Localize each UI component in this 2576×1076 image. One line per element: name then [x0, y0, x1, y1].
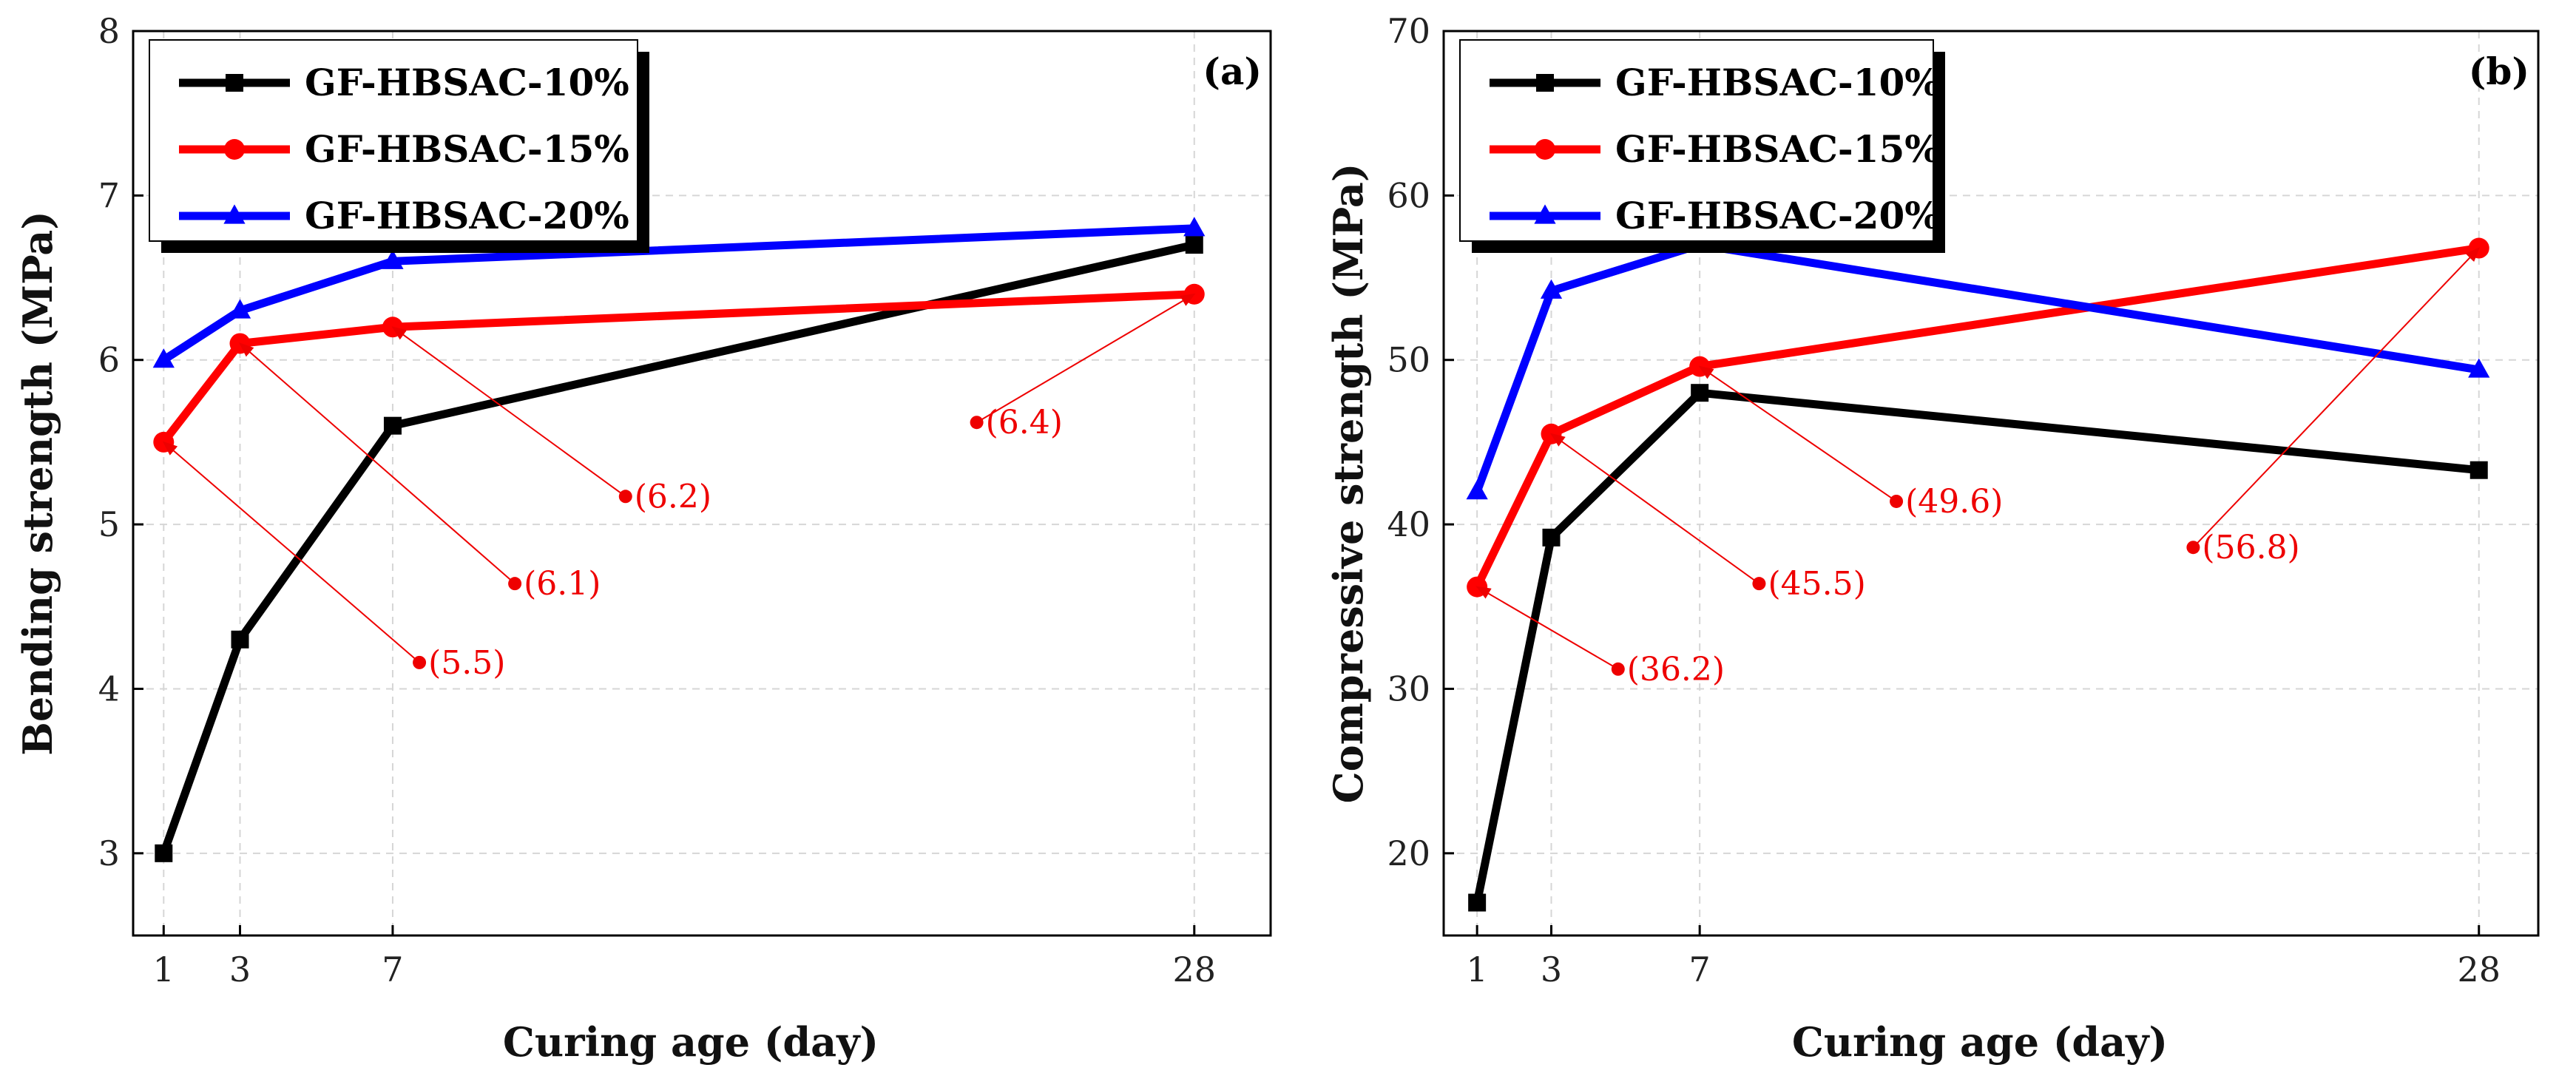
panel-label: (a) [1203, 50, 1262, 93]
data-point-a-s1-1 [155, 844, 173, 862]
y-tick-label: 70 [1387, 11, 1430, 51]
y-tick-label: 4 [98, 669, 120, 708]
y-tick-label: 40 [1387, 504, 1430, 544]
annotation-label: (5.5) [428, 644, 505, 682]
annotation-arrow [976, 293, 1196, 424]
annotation-arrow [1549, 433, 1760, 584]
annotation-dot [1752, 577, 1766, 591]
data-point-b-s3-2 [1540, 279, 1563, 299]
x-tick-label: 28 [1173, 950, 1217, 989]
y-tick-label: 50 [1387, 340, 1430, 380]
data-point-a-s1-4 [1185, 236, 1203, 254]
x-tick-label: 3 [229, 950, 251, 989]
annotation-label: (45.5) [1768, 565, 1865, 603]
annotation-dot [1611, 662, 1625, 676]
y-tick-label: 6 [98, 340, 120, 380]
annotation-dot [413, 655, 427, 669]
data-point-b-s1-4 [2469, 461, 2488, 479]
annotation-arrow [1698, 365, 1897, 502]
annotation-dot [970, 416, 984, 430]
data-point-b-s1-1 [1468, 893, 1487, 912]
legend-swatch-marker [1535, 139, 1555, 160]
y-tick-label: 8 [98, 11, 120, 51]
legend-swatch-marker [226, 74, 243, 92]
x-tick-label: 1 [153, 950, 175, 989]
legend-item-2: GF-HBSAC-15% [305, 127, 629, 171]
y-axis-label: Bending strength (MPa) [14, 211, 61, 756]
series-line-3 [161, 224, 1195, 364]
y-tick-label: 3 [98, 833, 120, 873]
series-line-1 [160, 240, 1195, 855]
annotation-label: (56.8) [2202, 529, 2299, 566]
annotation-arrow [239, 342, 515, 584]
y-tick-label: 60 [1387, 175, 1430, 215]
annotation-dot [508, 577, 522, 591]
legend-item-2: GF-HBSAC-15% [1615, 127, 1940, 171]
data-point-b-s3-1 [1466, 479, 1488, 500]
data-point-a-s3-1 [152, 348, 175, 368]
plot-frame [132, 30, 1272, 937]
annotation-label: (49.6) [1905, 483, 2003, 521]
x-tick-label: 7 [1689, 950, 1711, 989]
data-point-b-s3-4 [2468, 358, 2490, 378]
data-point-a-s1-2 [231, 630, 249, 649]
annotation-dot [618, 490, 632, 504]
plot-frame [1442, 30, 2540, 937]
annotation-arrow [2192, 247, 2481, 548]
series-line-1 [1473, 388, 2480, 904]
data-point-a-s1-3 [383, 416, 402, 435]
data-point-a-s3-4 [1183, 217, 1206, 237]
panel-label: (b) [2469, 50, 2529, 93]
x-tick-label: 7 [382, 950, 403, 989]
y-axis-label: Compressive strength (MPa) [1325, 163, 1372, 804]
annotation-arrow [1475, 586, 1619, 670]
annotation-label: (6.4) [986, 404, 1063, 441]
series-line-2 [160, 290, 1195, 445]
data-point-b-s1-2 [1542, 528, 1561, 547]
x-axis-label: Curing age (day) [1792, 1018, 2168, 1066]
annotation-label: (36.2) [1627, 651, 1725, 688]
data-point-a-s3-2 [229, 299, 251, 319]
legend-item-3: GF-HBSAC-20% [1615, 194, 1940, 237]
legend-swatch-marker [1536, 74, 1554, 92]
annotation-label: (6.2) [635, 478, 711, 515]
legend-swatch-marker [1534, 204, 1556, 224]
series-line-3 [1473, 240, 2480, 493]
annotation-arrow [391, 326, 626, 498]
x-tick-label: 28 [2457, 950, 2501, 989]
y-tick-label: 30 [1387, 669, 1430, 708]
y-tick-label: 20 [1387, 833, 1430, 873]
legend-item-1: GF-HBSAC-10% [305, 61, 629, 104]
legend-item-1: GF-HBSAC-10% [1615, 61, 1940, 104]
data-point-a-s3-3 [382, 249, 404, 269]
annotation-dot [1890, 494, 1904, 508]
legend-item-3: GF-HBSAC-20% [305, 194, 629, 237]
x-tick-label: 1 [1467, 950, 1488, 989]
x-axis-label: Curing age (day) [503, 1018, 879, 1066]
legend-box [1459, 39, 1934, 242]
x-tick-label: 3 [1541, 950, 1562, 989]
panel-a-bending: 3 4 5 6 7 8 1 3 7 28 Curing age (day) Bending stren… [14, 11, 1272, 1066]
legend-swatch-marker [224, 139, 245, 160]
panel-b-compressive: 20 30 40 50 60 70 1 3 7 28 Curing age (day) Compres… [1325, 11, 2540, 1066]
annotation-label: (6.1) [524, 565, 601, 603]
y-tick-label: 5 [98, 504, 120, 544]
y-tick-label: 7 [98, 175, 120, 215]
annotation-arrow [162, 441, 420, 663]
data-point-b-s1-3 [1691, 384, 1709, 402]
annotation-dot [2186, 541, 2200, 555]
legend-swatch-marker [223, 204, 246, 224]
